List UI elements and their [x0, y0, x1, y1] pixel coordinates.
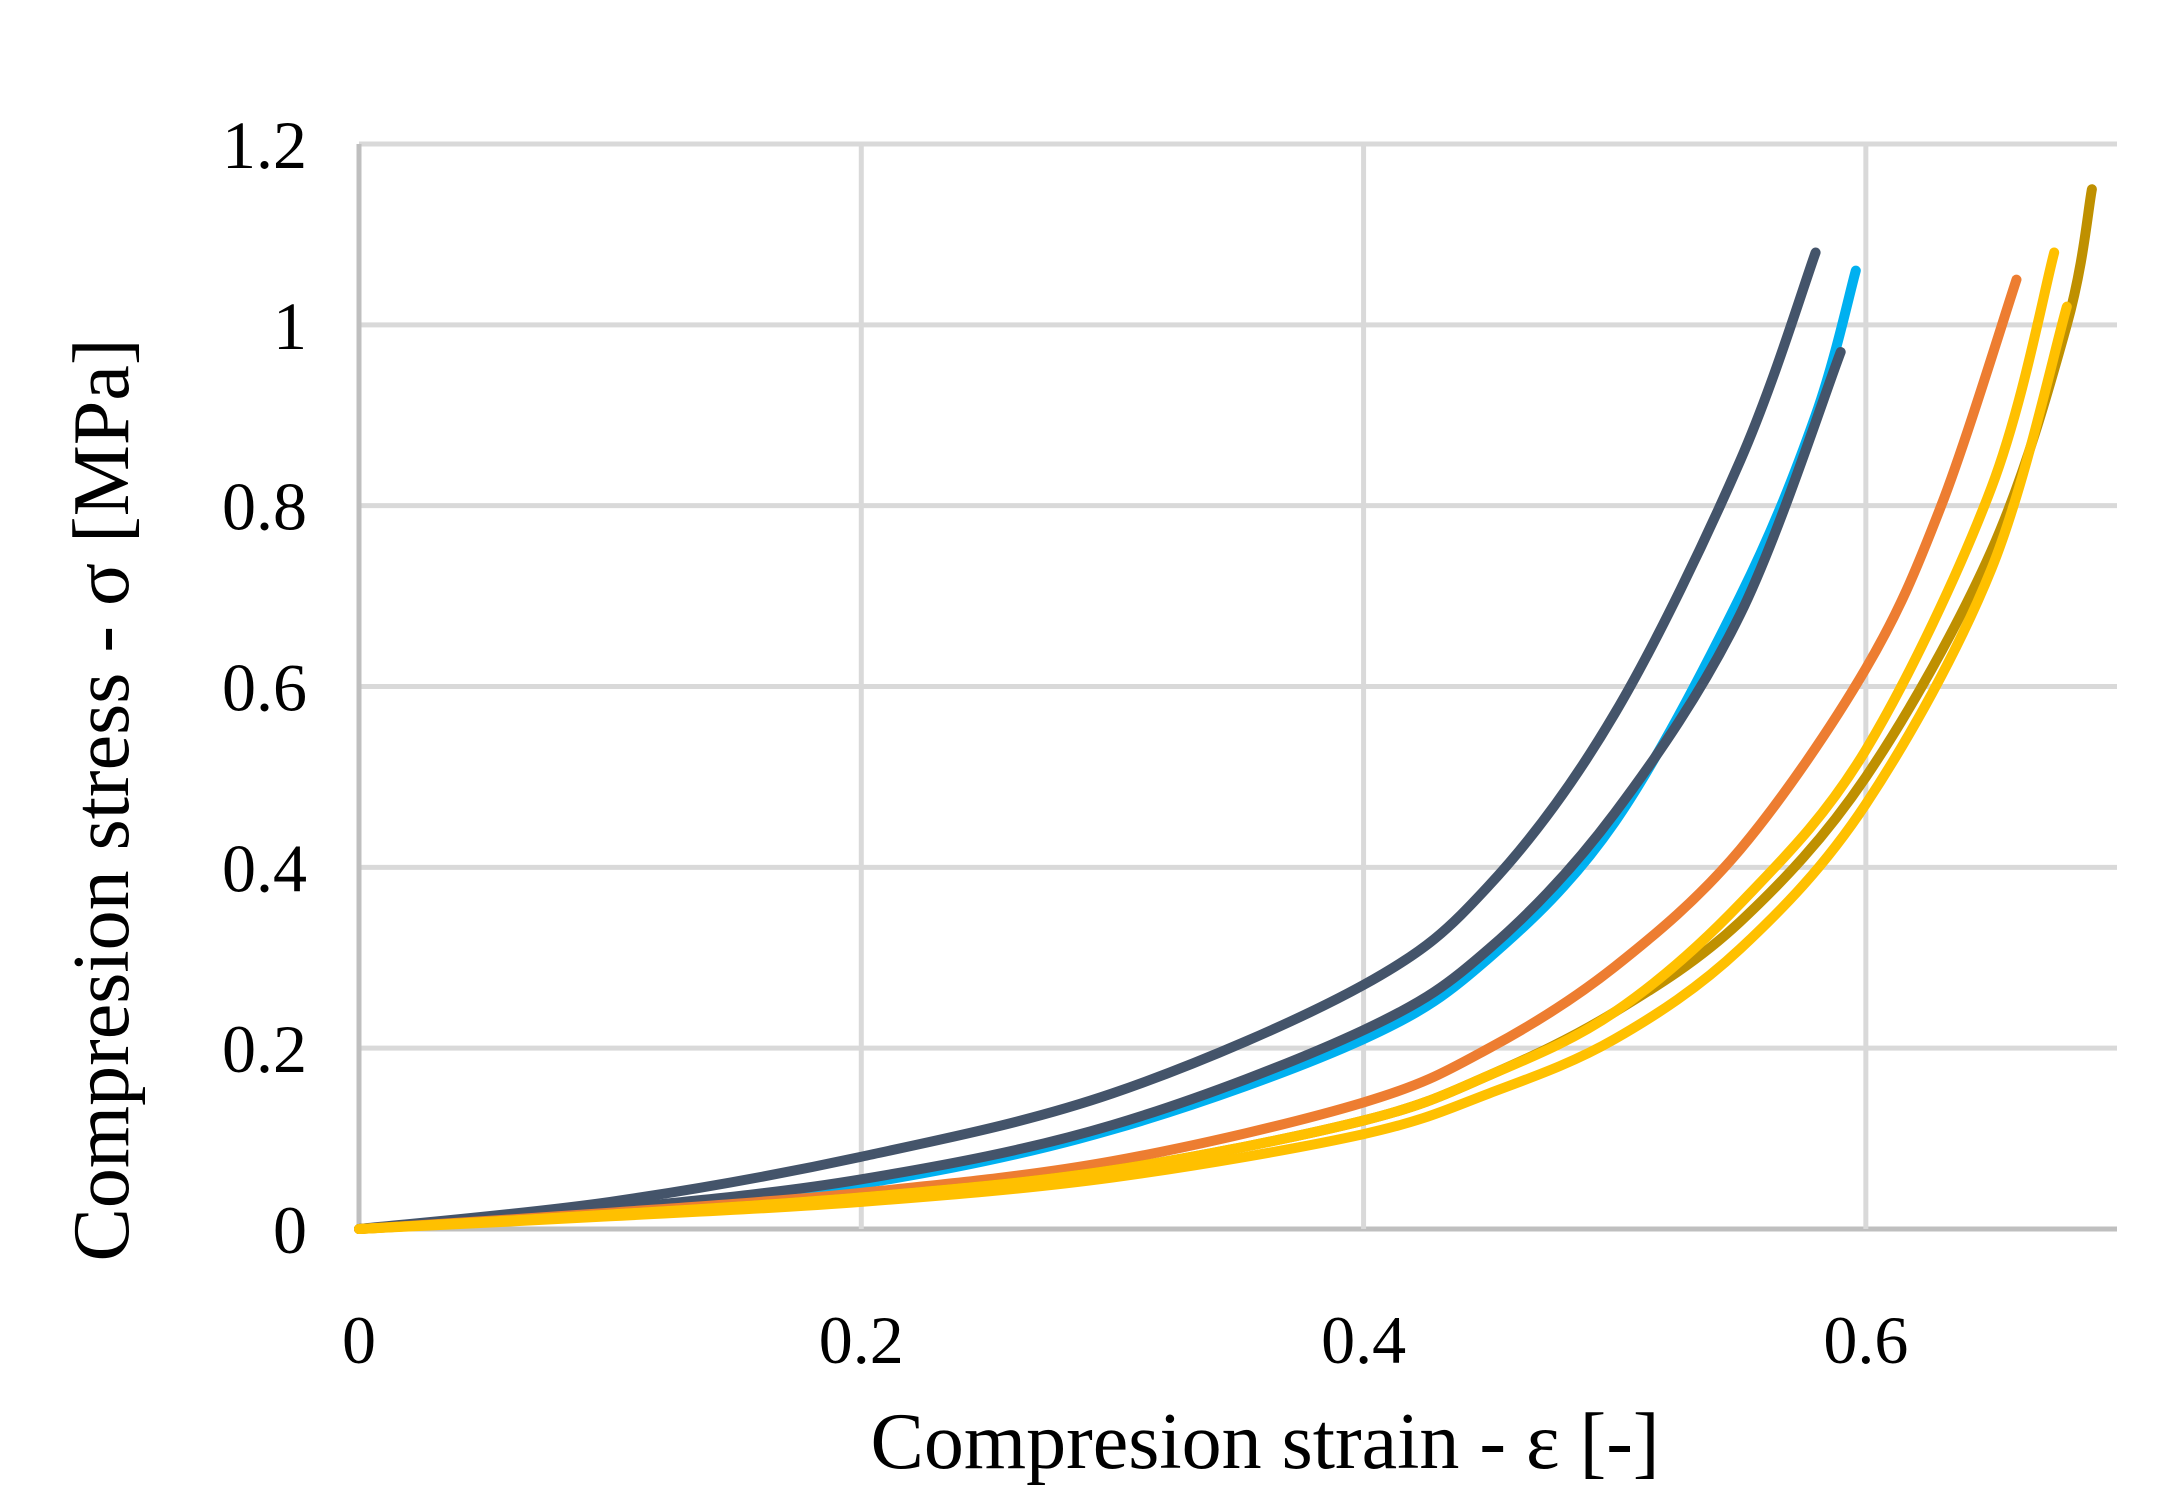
series-line-7 — [354, 301, 2072, 1234]
x-tick-label: 0.4 — [1321, 1302, 1406, 1378]
y-axis-title: Compresion stress - σ [MPa] — [58, 338, 146, 1261]
y-tick-label: 0 — [273, 1192, 307, 1268]
x-axis-title: Compresion strain - ε [-] — [871, 1398, 1660, 1486]
x-tick-label: 0 — [342, 1302, 376, 1378]
series-line-3 — [354, 347, 1846, 1234]
y-tick-label: 0.4 — [222, 830, 307, 906]
series-line-4 — [354, 274, 2022, 1234]
x-tick-label: 0.6 — [1823, 1302, 1908, 1378]
x-axis-ticks: 0 0.2 0.4 0.6 — [342, 1302, 1908, 1378]
gridlines — [356, 141, 2117, 1232]
y-tick-label: 0.2 — [222, 1011, 307, 1087]
y-axis-ticks: 0 0.2 0.4 0.6 0.8 1 1.2 — [222, 107, 307, 1268]
y-tick-label: 1 — [273, 288, 307, 364]
y-tick-label: 1.2 — [222, 107, 307, 183]
y-tick-label: 0.6 — [222, 650, 307, 726]
series-line-1 — [354, 265, 1861, 1234]
x-tick-label: 0.2 — [819, 1302, 904, 1378]
series-line-6 — [354, 247, 2060, 1234]
y-tick-label: 0.8 — [222, 469, 307, 545]
plot-area — [354, 184, 2097, 1234]
series-line-2 — [354, 247, 1821, 1234]
